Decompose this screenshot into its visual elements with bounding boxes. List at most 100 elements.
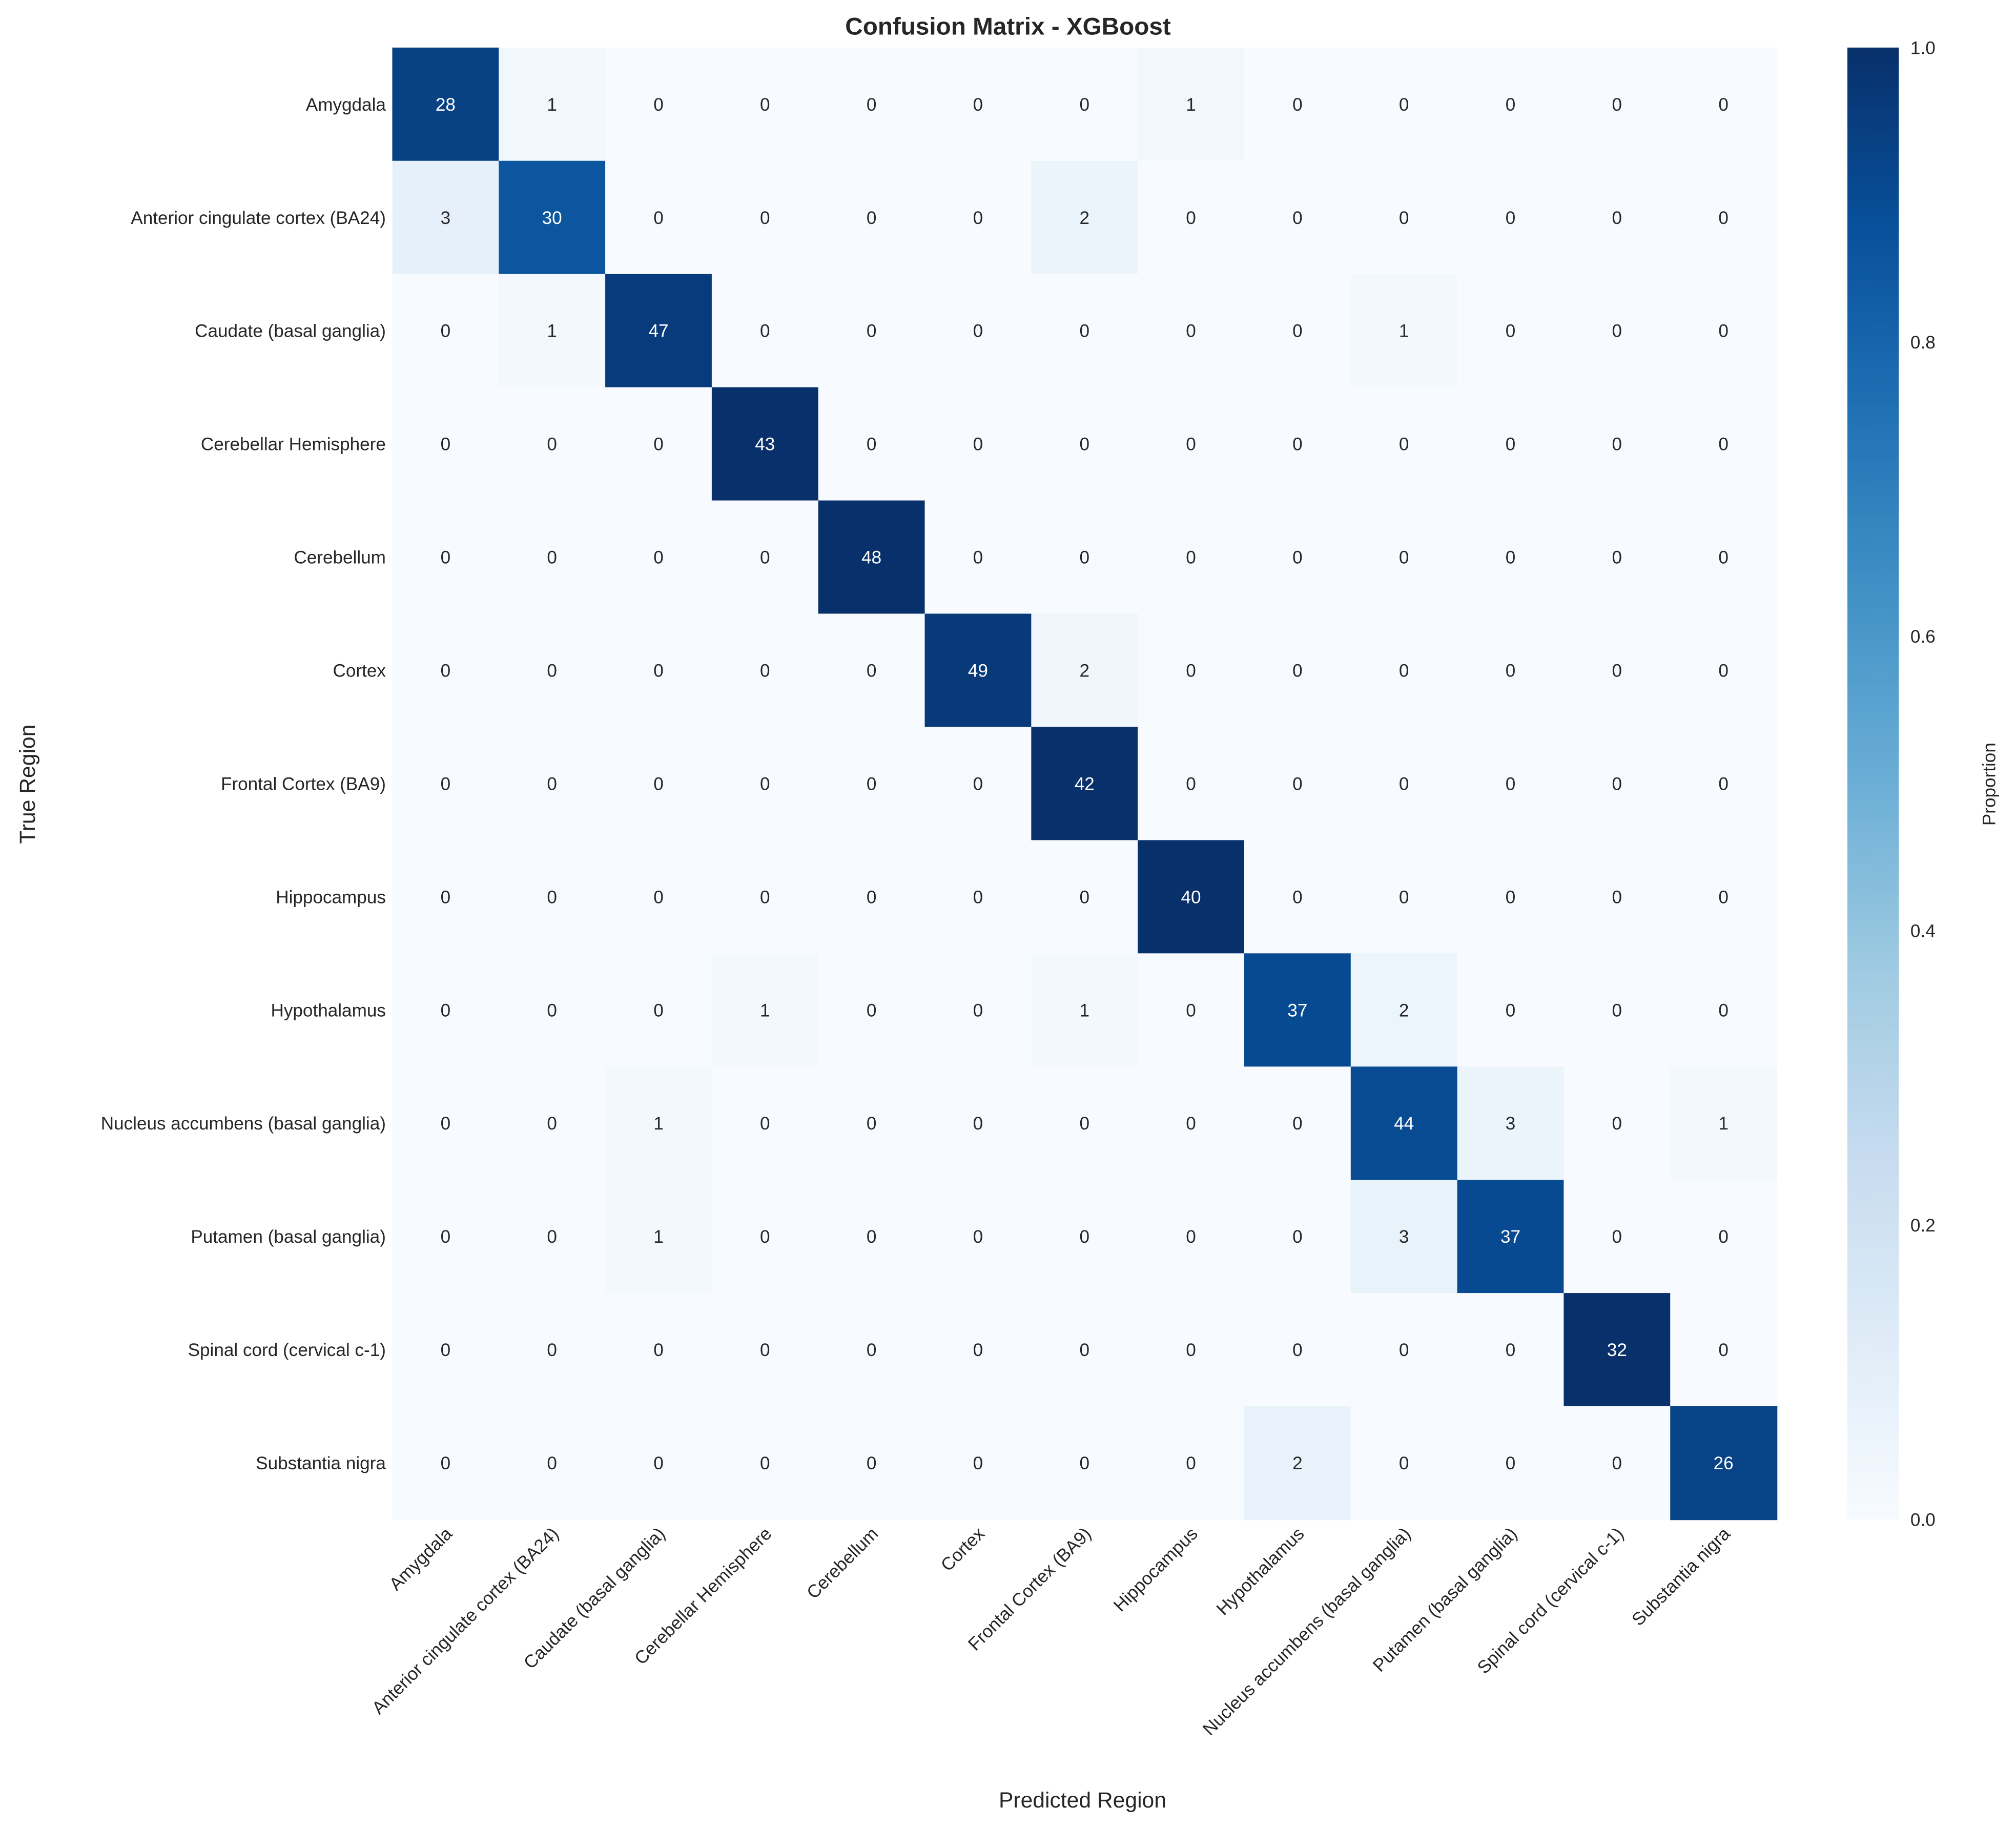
heatmap-cell (1244, 387, 1352, 501)
y-tick-label: Hippocampus (276, 887, 386, 907)
heatmap-cell (1670, 1293, 1778, 1407)
heatmap-cells: 28 1 0 0 0 0 0 1 0 0 0 0 03 30 0 0 0 0 2 0 0 0 0 0 00 1 47 0 0 0 0 0 0 1 0… (392, 47, 1778, 1521)
heatmap-cell (1457, 953, 1565, 1067)
heatmap-cell (392, 160, 500, 275)
heatmap-cell (1244, 274, 1352, 388)
cell-value-label: 0 (973, 1453, 983, 1473)
heatmap-cell (1670, 953, 1778, 1067)
cell-value-label: 0 (760, 1453, 770, 1473)
heatmap-cell (499, 160, 606, 275)
cell-value-label: 0 (1399, 208, 1409, 228)
heatmap-cell (924, 953, 1032, 1067)
heatmap-cell (711, 160, 819, 275)
heatmap-cell (1244, 727, 1352, 841)
heatmap-cell (605, 1406, 713, 1521)
heatmap-cell (1564, 47, 1671, 162)
colorbar-label: Proportion (1979, 743, 1999, 826)
cell-value-label: 0 (1399, 1340, 1409, 1360)
cell-value-label: 0 (1292, 208, 1303, 228)
heatmap-cell (499, 953, 606, 1067)
heatmap-cell (818, 727, 925, 841)
heatmap-cell (392, 613, 500, 728)
y-tick-label: Cortex (333, 661, 386, 681)
heatmap-cell (1244, 613, 1352, 728)
cell-value-label: 0 (1718, 208, 1729, 228)
heatmap-cell (1350, 1180, 1458, 1294)
cell-value-label: 0 (441, 1453, 451, 1473)
cell-value-label: 49 (968, 661, 988, 681)
heatmap-cell (605, 1066, 713, 1181)
heatmap-cell (924, 613, 1032, 728)
heatmap-cell (818, 1066, 925, 1181)
colorbar-tick-label: 0.2 (1910, 1216, 1936, 1236)
heatmap-cell (1244, 1293, 1352, 1407)
cell-value-label: 2 (1079, 208, 1089, 228)
cell-value-label: 0 (867, 1000, 877, 1020)
cell-value-label: 0 (973, 1227, 983, 1247)
y-tick-label: Caudate (basal ganglia) (195, 321, 386, 341)
heatmap-cell (924, 47, 1032, 162)
heatmap-cell (1457, 613, 1565, 728)
heatmap-cell (1670, 840, 1778, 954)
heatmap-cell (924, 500, 1032, 614)
heatmap-cell (1138, 840, 1245, 954)
x-tick-label: Cortex (937, 1524, 989, 1575)
cell-value-label: 0 (973, 774, 983, 794)
cell-value-label: 0 (1506, 661, 1516, 681)
heatmap-cell (1031, 500, 1139, 614)
y-tick-label: Amygdala (306, 95, 386, 115)
cell-value-label: 0 (760, 774, 770, 794)
cell-value-label: 0 (1186, 661, 1196, 681)
x-tick-label: Anterior cingulate cortex (BA24) (368, 1524, 562, 1718)
heatmap-cell (1244, 1066, 1352, 1181)
cell-value-label: 0 (1612, 1000, 1622, 1020)
heatmap-cell (1138, 387, 1245, 501)
cell-value-label: 1 (547, 95, 557, 115)
cell-value-label: 0 (1506, 208, 1516, 228)
colorbar-ticks: 0.0 0.2 0.4 0.6 0.8 1.0 (1910, 38, 1936, 1530)
heatmap-cell (924, 387, 1032, 501)
heatmap-cell (1031, 840, 1139, 954)
cell-value-label: 0 (1506, 548, 1516, 568)
cell-value-label: 3 (1506, 1114, 1516, 1134)
heatmap-cell (1031, 953, 1139, 1067)
heatmap-cell (818, 1293, 925, 1407)
y-tick-label: Substantia nigra (256, 1453, 386, 1473)
heatmap-cell (1564, 500, 1671, 614)
heatmap-cell (1031, 47, 1139, 162)
y-tick-label: Spinal cord (cervical c-1) (188, 1340, 386, 1360)
heatmap-cell (711, 727, 819, 841)
cell-value-label: 0 (1186, 1227, 1196, 1247)
heatmap-cell (392, 1293, 500, 1407)
colorbar-tick-label: 1.0 (1910, 38, 1936, 58)
heatmap-cell (1244, 1180, 1352, 1294)
cell-value-label: 0 (653, 1000, 664, 1020)
y-tick-label: Anterior cingulate cortex (BA24) (131, 208, 386, 228)
cell-value-label: 0 (973, 1340, 983, 1360)
cell-value-label: 0 (867, 774, 877, 794)
heatmap-cell (1138, 500, 1245, 614)
cell-value-label: 0 (441, 435, 451, 455)
cell-value-label: 0 (760, 208, 770, 228)
heatmap-cell (924, 727, 1032, 841)
cell-value-label: 0 (653, 1453, 664, 1473)
x-tick-label: Substantia nigra (1628, 1524, 1734, 1630)
heatmap-cell (1031, 1180, 1139, 1294)
cell-value-label: 0 (760, 661, 770, 681)
cell-value-label: 48 (861, 548, 881, 568)
cell-value-label: 0 (1506, 1453, 1516, 1473)
heatmap-cell (818, 500, 925, 614)
cell-value-label: 28 (436, 95, 456, 115)
cell-value-label: 0 (441, 774, 451, 794)
cell-value-label: 0 (1612, 887, 1622, 907)
heatmap-cell (818, 160, 925, 275)
cell-value-label: 0 (441, 548, 451, 568)
heatmap-cell (392, 387, 500, 501)
cell-value-label: 0 (1506, 321, 1516, 341)
cell-value-label: 0 (1186, 321, 1196, 341)
heatmap-cell (711, 1406, 819, 1521)
heatmap-cell (1457, 160, 1565, 275)
cell-value-label: 0 (1718, 1340, 1729, 1360)
heatmap-cell (818, 840, 925, 954)
